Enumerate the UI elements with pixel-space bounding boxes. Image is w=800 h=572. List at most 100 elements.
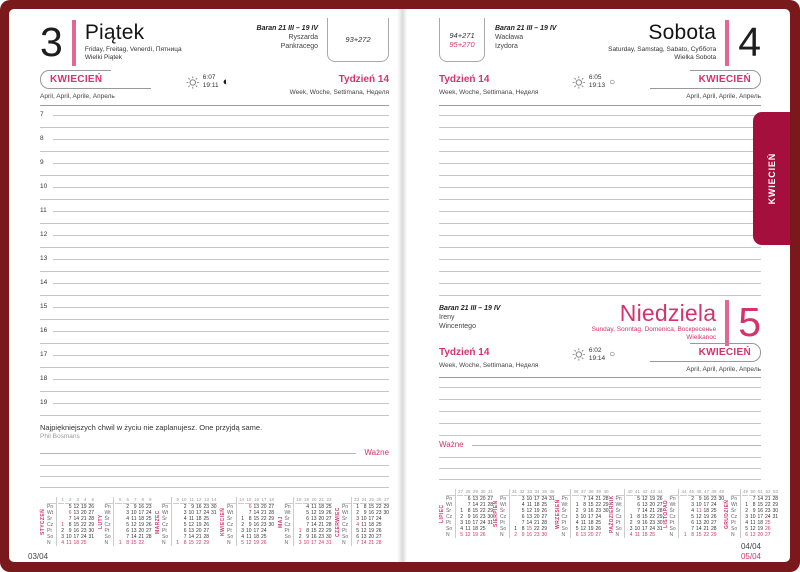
mini-calendar-grid: 1 2 3 4 5 Pn 5 12 19 26 Wt 6 13 20 27 Śr 7 14 21 28 Cz 1 8 15 22… [47,496,94,546]
calendar-day: 14 [757,496,763,503]
calendar-day: 19 [757,526,763,533]
calendar-day: 27 [541,514,547,521]
calendar-day: 20 [195,527,202,534]
calendar-day: 23 [260,521,267,528]
calendar-day: 22 [703,532,709,539]
ruled-line [53,307,390,309]
calendar-day: 25 [325,503,332,510]
ruled-line [439,174,761,176]
calendar-day: 28 [541,520,547,527]
mini-calendar-corner [561,489,571,497]
calendar-day: 26 [710,514,717,521]
week-number: 47 [702,489,709,497]
calendar-day: 26 [375,527,382,534]
calendar-day: 6 [68,509,72,516]
calendar-day: 29 [325,527,332,534]
week-number: 44 [680,489,687,497]
calendar-day: 11 [246,533,252,540]
calendar-day: 16 [73,527,79,534]
saturday-title-block: Sobota Saturday, Samstag, Sabato, Суббот… [608,22,716,62]
friday-hour-schedule: 7 8 9 10 11 12 13 14 15 16 17 18 19 [40,106,390,418]
weekday-label: N [162,539,172,546]
week-number: 3 [72,497,79,504]
calendar-day: 4 [575,520,579,527]
calendar-day: 17 [73,533,79,540]
weekday-label: Cz [227,521,237,528]
hour-label: 19 [40,399,48,407]
calendar-day: 23 [479,514,486,521]
saturday-day-translations: Saturday, Samstag, Sabato, Суббота [608,46,717,53]
ruled-line [439,286,761,298]
calendar-day: 15 [73,521,79,528]
saturday-month-pill-extension [649,87,690,90]
week-number: 33 [525,489,532,497]
friday-week-label: Tydzień 14 [338,74,390,86]
weekday-label: Cz [446,514,456,521]
saturday-zodiac-namedays: Baran 21 III – 19 IV Wacława Izydora [495,24,556,51]
calendar-day: 19 [587,526,594,533]
week-number: 27 [456,489,463,497]
ruled-line [439,294,761,296]
calendar-day: 15 [310,527,317,534]
weekday-label: N [731,532,741,539]
weekday-label: Cz [342,521,352,528]
week-number: 52 [764,489,771,497]
calendar-day: 31 [210,509,217,516]
calendar-day: 9 [248,521,252,528]
calendar-day: 16 [138,503,144,510]
calendar-day: 1 [460,508,463,515]
week-number: 26 [375,496,382,504]
ruled-line [439,238,761,250]
week-number: 19 [302,496,309,504]
hour-row: 9 [40,154,390,166]
ruled-line [439,226,761,238]
calendar-day: 11 [526,502,532,509]
ruled-line [439,402,761,414]
ruled-line [40,199,390,201]
ruled-line [53,331,390,333]
quote-block: Najpiękniejszych chwil w życiu nie zapla… [40,418,389,445]
calendar-day: 18 [253,533,259,540]
friday-nameday-2: Pankracego [280,43,319,50]
ruled-line [40,262,390,274]
calendar-day: 10 [580,514,586,521]
month-tab-kwiecien[interactable]: KWIECIEŃ [753,112,790,245]
calendar-day: 22 [80,521,87,528]
saturday-zodiac: Baran 21 III – 19 IV [495,25,557,32]
calendar-day: 20 [649,502,655,509]
weekday-label: Śr [105,515,114,522]
ruled-line [40,343,390,345]
calendar-day: 5 [575,526,579,533]
ruled-line [439,471,761,482]
calendar-day: 13 [360,533,367,540]
weekday-label: So [500,526,510,533]
weekday-label: Śr [342,515,352,522]
calendar-day: 10 [65,533,72,540]
friday-month-pill-extension [111,87,152,90]
calendar-day: 22 [375,503,382,510]
weekday-label: Śr [162,515,172,522]
mini-calendar-corner [731,489,741,497]
ruled-line [439,210,761,212]
calendar-day: 9 [698,496,702,503]
ruled-line [40,127,390,129]
hour-label: 15 [40,303,48,311]
friday-extra-lines [40,457,390,490]
calendar-day: 20 [80,509,87,516]
calendar-day: 3 [575,514,579,521]
calendar-day: 29 [772,502,778,509]
sunday-week-translations: Week, Woche, Settimana, Неделя [439,361,539,369]
sunday-nameday-1: Ireny [439,313,455,321]
sunday-month-block: KWIECIEŃ April, April, Aprile, Апрель [649,342,761,373]
calendar-day: 7 [356,539,359,546]
calendar-day: 25 [541,502,547,509]
calendar-day: 14 [130,533,137,540]
calendar-day: 1 [118,539,122,546]
sunday-sunrise: 6:02 [588,346,602,354]
calendar-day: 2 [514,532,517,539]
calendar-day: 27 [656,502,663,509]
ruled-line [40,464,390,466]
mini-calendar-month: WRZESIEŃ 36 37 38 39 40 Pn 7 14 21 28 Wt 1 8 15 22 29 Śr 2… [555,489,609,540]
calendar-day: 21 [260,509,267,516]
ruled-line [40,310,390,322]
